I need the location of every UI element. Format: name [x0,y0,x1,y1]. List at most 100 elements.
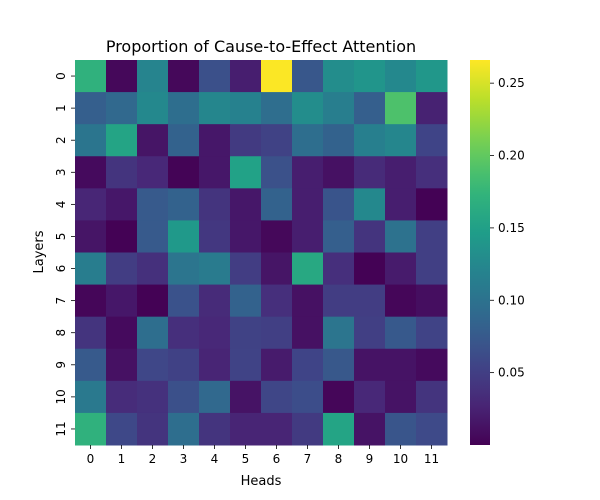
heatmap-cell [292,412,324,446]
heatmap-cell [385,348,417,382]
heatmap-cell [137,220,169,253]
heatmap-cell [199,156,231,189]
heatmap-cell [323,380,355,414]
heatmap-cell [199,380,231,414]
heatmap-cell [137,412,169,446]
heatmap-cell [168,156,200,189]
heatmap-cell [261,124,293,157]
heatmap-cell [75,284,107,318]
heatmap-cell [75,316,107,350]
heatmap-cell [230,92,262,125]
heatmap-cell [137,252,169,286]
colorbar-tick-label: 0.10 [498,293,525,307]
heatmap-cell [354,252,386,286]
heatmap-cell [292,188,324,221]
x-axis-label: Heads [241,474,282,489]
heatmap-cell [75,156,107,189]
heatmap-cells [75,60,448,446]
heatmap-cell [199,60,231,93]
heatmap-cell [230,60,262,93]
heatmap-cell [385,156,417,189]
colorbar-tick-label: 0.05 [498,366,525,380]
heatmap-cell [416,412,448,446]
colorbar-ticks: 0.05 0.10 0.15 0.20 0.25 [490,76,525,380]
colorbar [470,60,490,445]
heatmap-cell [168,188,200,221]
heatmap-cell [416,252,448,286]
heatmap-cell [199,316,231,350]
heatmap-cell [230,252,262,286]
heatmap-cell [199,284,231,318]
heatmap-cell [230,348,262,382]
x-tick-label: 10 [393,452,408,466]
heatmap-cell [106,252,138,286]
heatmap-cell [137,92,169,125]
heatmap-cell [385,124,417,157]
x-tick-label: 3 [180,452,188,466]
heatmap-cell [261,348,293,382]
x-tick-label: 6 [273,452,281,466]
heatmap-cell [385,316,417,350]
x-tick-label: 11 [424,452,439,466]
heatmap-cell [168,124,200,157]
heatmap-cell [106,348,138,382]
heatmap-cell [292,124,324,157]
heatmap-cell [292,220,324,253]
heatmap-cell [292,380,324,414]
y-tick-label: 6 [54,265,68,273]
heatmap-cell [261,92,293,125]
heatmap-cell [199,220,231,253]
heatmap-cell [354,348,386,382]
y-tick-label: 2 [54,136,68,144]
heatmap-cell [168,348,200,382]
x-tick-label: 7 [304,452,312,466]
heatmap-cell [230,124,262,157]
heatmap-cell [354,188,386,221]
x-tick-label: 5 [242,452,250,466]
y-tick-label: 4 [54,201,68,209]
x-tick-label: 2 [149,452,157,466]
heatmap-cell [354,124,386,157]
x-tick-label: 0 [87,452,95,466]
x-tick-label: 9 [366,452,374,466]
heatmap-cell [292,316,324,350]
heatmap-cell [75,124,107,157]
heatmap-cell [416,188,448,221]
heatmap-cell [292,252,324,286]
heatmap-cell [416,124,448,157]
heatmap-cell [261,380,293,414]
heatmap-cell [75,380,107,414]
heatmap-cell [354,284,386,318]
heatmap-cell [106,156,138,189]
heatmap-cell [199,412,231,446]
heatmap-cell [416,92,448,125]
heatmap-cell [261,188,293,221]
x-tick-label: 4 [211,452,219,466]
heatmap-cell [106,124,138,157]
heatmap-cell [354,412,386,446]
heatmap-cell [385,60,417,93]
heatmap-cell [385,284,417,318]
heatmap-cell [323,124,355,157]
heatmap-cell [416,220,448,253]
heatmap-cell [230,316,262,350]
heatmap-cell [292,284,324,318]
heatmap-cell [230,284,262,318]
heatmap-cell [261,60,293,93]
x-tick-label: 8 [335,452,343,466]
heatmap-cell [75,92,107,125]
heatmap-cell [354,156,386,189]
y-tick-label: 9 [54,361,68,369]
heatmap-cell [416,380,448,414]
colorbar-tick-label: 0.20 [498,149,525,163]
heatmap-cell [323,60,355,93]
heatmap-cell [385,412,417,446]
heatmap-cell [137,380,169,414]
heatmap-cell [416,284,448,318]
chart-title: Proportion of Cause-to-Effect Attention [106,37,416,56]
heatmap-cell [323,284,355,318]
heatmap-cell [323,92,355,125]
heatmap-cell [75,348,107,382]
heatmap-cell [385,92,417,125]
heatmap-cell [354,92,386,125]
